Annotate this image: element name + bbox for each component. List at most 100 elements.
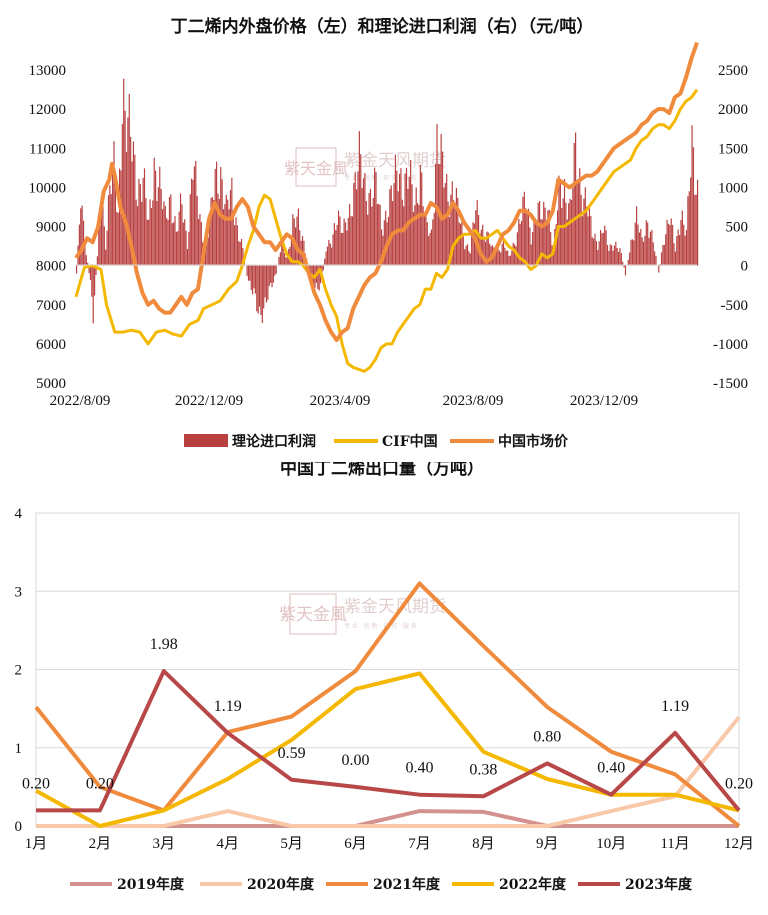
profit-bar <box>394 154 396 266</box>
right-tick-label: -1000 <box>713 337 748 353</box>
profit-bar <box>299 230 301 266</box>
profit-bar <box>637 224 639 266</box>
profit-bar <box>454 205 456 266</box>
profit-bar <box>372 198 374 266</box>
profit-bar <box>132 141 135 266</box>
profit-bar <box>473 223 476 266</box>
profit-bar <box>658 265 660 273</box>
profit-bar <box>279 252 281 266</box>
profit-bar <box>529 227 531 266</box>
profit-bar <box>612 250 614 266</box>
profit-bar <box>153 157 155 266</box>
profit-bar <box>640 228 642 266</box>
series-line-2022年度 <box>35 671 740 828</box>
profit-bar <box>174 216 176 266</box>
profit-bar <box>398 173 401 266</box>
profit-bar <box>487 232 489 266</box>
profit-bar <box>540 219 542 266</box>
profit-bar <box>85 255 87 266</box>
legend-label-profit: 理论进口利润 <box>232 433 316 450</box>
profit-bar <box>310 265 312 277</box>
profit-bar <box>152 200 154 266</box>
left-tick-label: 11000 <box>29 141 66 157</box>
profit-bar <box>189 194 191 266</box>
profit-bar <box>134 154 136 266</box>
profit-bar <box>484 241 487 266</box>
profit-bar <box>423 213 426 266</box>
watermark-seal-1: 紫天金風 <box>284 159 348 178</box>
profit-bar <box>112 162 114 266</box>
profit-bar <box>182 222 184 266</box>
profit-bar <box>264 265 266 298</box>
profit-bar <box>159 166 161 266</box>
profit-bar <box>692 147 695 266</box>
profit-bar <box>532 232 534 266</box>
legend-label: 2019年度 <box>117 876 185 893</box>
profit-bar <box>611 245 613 266</box>
profit-bar <box>663 244 665 266</box>
left-tick-label: 10000 <box>29 180 67 196</box>
profit-bar <box>364 173 366 266</box>
profit-bar <box>642 241 645 266</box>
price-lines <box>74 41 699 373</box>
profit-bar <box>139 184 141 266</box>
profit-bar <box>143 168 146 266</box>
profit-bar <box>109 185 111 266</box>
profit-bar <box>157 187 159 266</box>
legend-label-market: 中国市场价 <box>498 433 569 450</box>
chart1-title: 丁二烯内外盘价格（左）和理论进口利润（右）（元/吨） <box>171 16 594 37</box>
profit-bar <box>283 253 286 266</box>
profit-bar <box>617 252 620 266</box>
profit-bar <box>360 154 362 266</box>
profit-bar <box>541 219 543 266</box>
profit-bar <box>209 225 211 266</box>
profit-bar <box>576 180 578 266</box>
profit-bar <box>455 187 457 266</box>
profit-bar <box>197 219 200 266</box>
profit-bar <box>568 203 570 266</box>
profit-bar <box>633 240 635 266</box>
chart2-legend: 2019年度 2020年度 2021年度 2022年度 2023年度 <box>70 876 693 893</box>
profit-bar <box>161 209 164 266</box>
profit-bar <box>123 78 125 266</box>
profit-bar <box>472 222 474 266</box>
left-tick-label: 5000 <box>36 376 66 392</box>
profit-bar <box>547 210 549 266</box>
profit-bar <box>595 241 597 266</box>
profit-bar <box>362 178 365 266</box>
profit-bar <box>270 265 272 283</box>
profit-bar <box>131 161 133 266</box>
profit-bar <box>594 233 596 266</box>
y-tick-label: 4 <box>15 506 23 522</box>
profit-bar <box>106 230 108 266</box>
profit-bar <box>480 229 482 266</box>
left-tick-label: 7000 <box>36 298 66 314</box>
profit-bar <box>163 201 165 266</box>
y-tick-label: 1 <box>15 741 23 757</box>
profit-bar <box>426 222 428 266</box>
chart2-x-axis: 1月 2月 3月 4月 5月 6月 7月 8月 9月 10月 11月 12月 <box>25 836 754 852</box>
profit-bar <box>354 171 356 266</box>
profit-bar <box>588 206 591 266</box>
profit-bar <box>562 198 564 266</box>
profit-bar <box>168 197 171 266</box>
profit-bar <box>178 211 180 266</box>
profit-bar <box>530 244 532 266</box>
right-tick-label: 500 <box>726 220 749 236</box>
profit-bar <box>461 221 463 266</box>
profit-bar <box>435 163 437 266</box>
profit-bar <box>569 198 571 266</box>
profit-bar <box>565 202 567 266</box>
profit-bar <box>239 241 241 266</box>
profit-bar <box>376 204 378 266</box>
profit-bar <box>400 168 402 266</box>
profit-bar <box>173 222 175 266</box>
profit-bar <box>577 181 579 266</box>
profit-bar <box>688 191 690 266</box>
profit-bar <box>286 257 288 266</box>
profit-bar <box>649 231 652 266</box>
profit-bar <box>410 159 412 266</box>
profit-bar <box>221 179 223 266</box>
right-tick-label: -500 <box>721 298 749 314</box>
profit-bar <box>497 248 499 266</box>
